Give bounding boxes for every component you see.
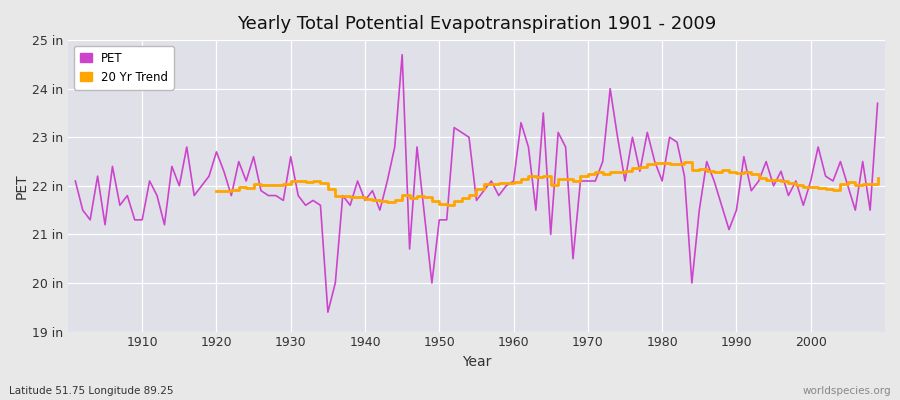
Title: Yearly Total Potential Evapotranspiration 1901 - 2009: Yearly Total Potential Evapotranspiratio…: [237, 15, 716, 33]
X-axis label: Year: Year: [462, 355, 491, 369]
Legend: PET, 20 Yr Trend: PET, 20 Yr Trend: [74, 46, 174, 90]
Text: worldspecies.org: worldspecies.org: [803, 386, 891, 396]
Y-axis label: PET: PET: [15, 173, 29, 199]
Text: Latitude 51.75 Longitude 89.25: Latitude 51.75 Longitude 89.25: [9, 386, 174, 396]
